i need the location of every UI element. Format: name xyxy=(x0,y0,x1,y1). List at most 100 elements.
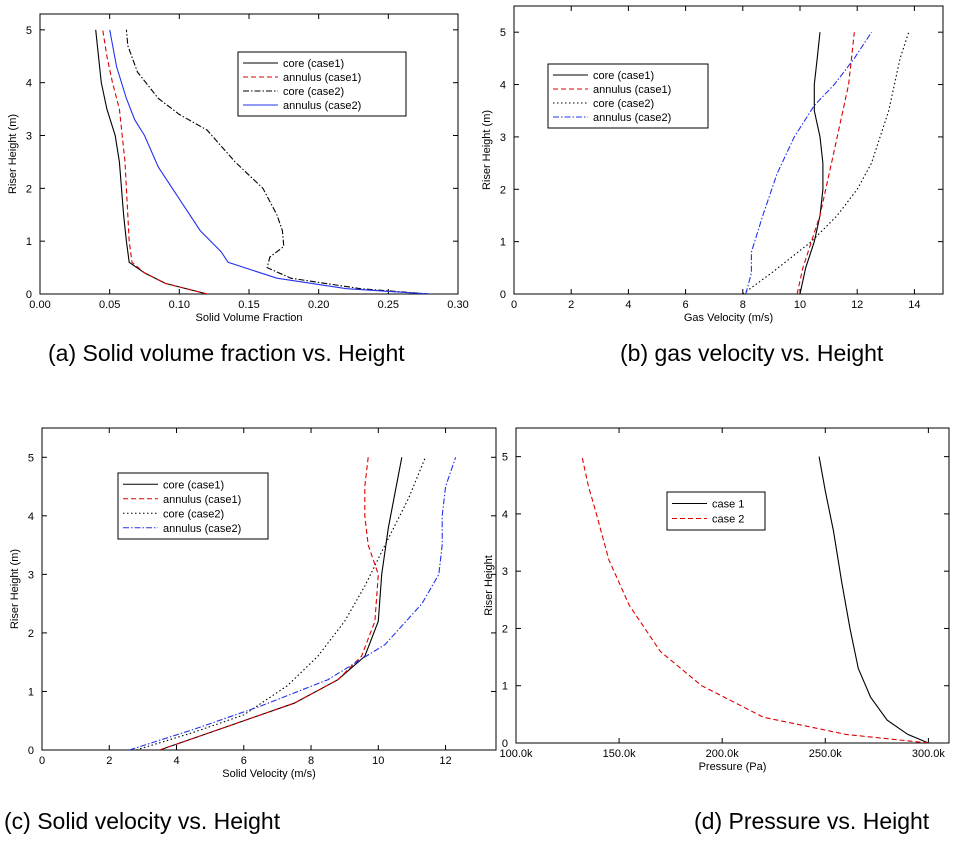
legend: core (case1) annulus (case1) core (case2) a… xyxy=(117,472,269,540)
legend-label: annulus (case1) xyxy=(593,84,671,96)
x-tick-label: 0.30 xyxy=(447,299,468,311)
y-tick-label: 1 xyxy=(28,686,34,698)
y-tick-label: 0 xyxy=(28,745,34,757)
legend-label: core (case1) xyxy=(163,479,224,491)
y-tick-label: 0 xyxy=(502,738,508,750)
x-tick-label: 12 xyxy=(851,299,863,311)
x-tick-label: 6 xyxy=(683,299,689,311)
y-axis-label: Riser Height xyxy=(483,555,495,616)
series-line-c-2 xyxy=(136,457,426,750)
plot-frame xyxy=(41,427,497,751)
legend: case 1 case 2 xyxy=(666,491,766,531)
legend-label: annulus (case2) xyxy=(283,100,361,112)
series-line-c-1 xyxy=(159,457,379,750)
y-tick-label: 1 xyxy=(500,237,506,249)
legend-label: core (case2) xyxy=(283,86,344,98)
x-tick-label: 0.00 xyxy=(29,299,50,311)
y-tick-label: 2 xyxy=(28,628,34,640)
x-tick-label: 250.0k xyxy=(809,748,843,760)
legend-label: core (case2) xyxy=(163,508,224,520)
y-tick-label: 4 xyxy=(28,511,34,523)
legend-label: case 2 xyxy=(712,514,744,526)
y-axis-label: Riser Height (m) xyxy=(481,110,493,190)
series-line-a-3 xyxy=(109,29,431,294)
x-tick-label: 2 xyxy=(106,755,112,767)
x-tick-label: 4 xyxy=(625,299,631,311)
x-tick-label: 300.0k xyxy=(912,748,946,760)
x-tick-label: 12 xyxy=(439,755,451,767)
series-line-a-1 xyxy=(102,29,208,294)
plot-frame xyxy=(515,427,950,744)
chart-d: 100.0k 150.0k 200.0k 250.0k 300.0k 0 1 2 3 4 5 Pres… xyxy=(483,427,950,773)
x-tick-label: 6 xyxy=(241,755,247,767)
y-tick-label: 1 xyxy=(26,236,32,248)
series-line-d-1 xyxy=(581,456,929,743)
legend-box xyxy=(666,491,766,531)
y-tick-label: 4 xyxy=(502,509,508,521)
y-tick-label: 2 xyxy=(26,183,32,195)
y-tick-label: 4 xyxy=(26,78,32,90)
legend-label: annulus (case1) xyxy=(163,494,241,506)
x-tick-label: 0 xyxy=(511,299,517,311)
y-tick-label: 3 xyxy=(26,131,32,143)
series-line-d-0 xyxy=(818,456,929,743)
legend-label: annulus (case2) xyxy=(593,112,671,124)
x-tick-label: 100.0k xyxy=(499,748,533,760)
x-tick-label: 150.0k xyxy=(603,748,637,760)
y-tick-label: 2 xyxy=(500,184,506,196)
legend: core (case1) annulus (case1) core (case2) a… xyxy=(237,51,407,117)
y-axis-label: Riser Height (m) xyxy=(7,114,19,194)
y-axis-label: Riser Height (m) xyxy=(9,549,21,629)
y-tick-label: 5 xyxy=(502,452,508,464)
y-tick-label: 5 xyxy=(28,452,34,464)
x-axis-label: Solid Volume Fraction xyxy=(196,312,303,324)
x-tick-label: 0.20 xyxy=(308,299,329,311)
series-line-b-2 xyxy=(742,32,910,294)
legend-label: annulus (case2) xyxy=(163,523,241,535)
x-tick-label: 10 xyxy=(794,299,806,311)
x-tick-label: 8 xyxy=(740,299,746,311)
y-tick-label: 5 xyxy=(500,27,506,39)
x-axis-label: Solid Velocity (m/s) xyxy=(222,768,316,780)
caption-a: (a) Solid volume fraction vs. Height xyxy=(48,340,405,366)
x-tick-label: 0.05 xyxy=(99,299,120,311)
legend: core (case1) annulus (case1) core (case2) a… xyxy=(547,63,709,129)
x-tick-label: 2 xyxy=(568,299,574,311)
x-tick-label: 0 xyxy=(39,755,45,767)
y-tick-label: 4 xyxy=(500,80,506,92)
x-tick-label: 14 xyxy=(908,299,920,311)
x-tick-label: 0.15 xyxy=(238,299,259,311)
legend-label: core (case1) xyxy=(593,70,654,82)
x-axis-label: Pressure (Pa) xyxy=(699,761,767,773)
series-line-a-0 xyxy=(95,29,208,294)
y-tick-label: 0 xyxy=(500,289,506,301)
caption-c: (c) Solid velocity vs. Height xyxy=(4,808,281,834)
series-line-b-3 xyxy=(745,31,872,294)
caption-d: (d) Pressure vs. Height xyxy=(694,808,930,834)
series-line-a-2 xyxy=(125,29,431,294)
plot-frame xyxy=(513,5,944,295)
y-tick-label: 1 xyxy=(502,681,508,693)
y-tick-label: 2 xyxy=(502,623,508,635)
x-tick-label: 10 xyxy=(372,755,384,767)
x-tick-label: 0.10 xyxy=(169,299,190,311)
legend-label: annulus (case1) xyxy=(283,72,361,84)
y-tick-label: 0 xyxy=(26,289,32,301)
y-tick-label: 3 xyxy=(502,566,508,578)
x-axis-label: Gas Velocity (m/s) xyxy=(684,312,773,324)
x-tick-label: 200.0k xyxy=(706,748,740,760)
caption-b: (b) gas velocity vs. Height xyxy=(620,340,884,366)
chart-a: 0.00 0.05 0.10 0.15 0.20 0.25 0.30 0 1 2 3 4 5 Solid … xyxy=(7,13,469,324)
y-tick-label: 3 xyxy=(28,569,34,581)
y-tick-label: 3 xyxy=(500,132,506,144)
series-line-b-0 xyxy=(799,32,824,294)
x-tick-label: 0.25 xyxy=(378,299,399,311)
legend-label: case 1 xyxy=(712,499,744,511)
legend-label: core (case1) xyxy=(283,58,344,70)
x-tick-label: 4 xyxy=(173,755,179,767)
series-line-b-1 xyxy=(796,32,855,294)
legend-label: core (case2) xyxy=(593,98,654,110)
